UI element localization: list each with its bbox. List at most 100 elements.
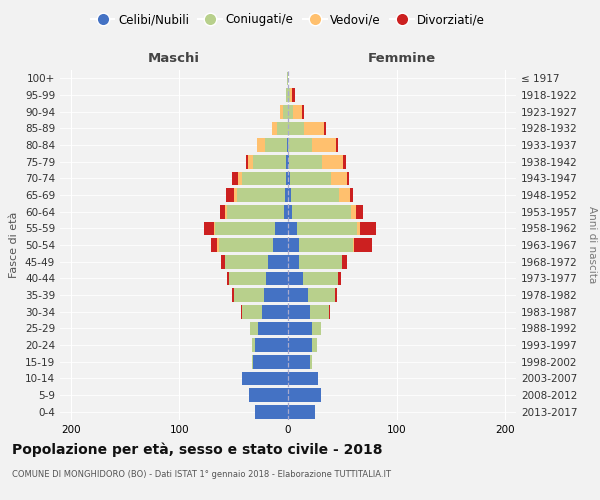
Bar xyxy=(253,155,286,168)
Bar xyxy=(217,238,218,252)
Bar xyxy=(285,188,288,202)
Bar xyxy=(338,272,341,285)
Bar xyxy=(245,155,248,168)
Y-axis label: Fasce di età: Fasce di età xyxy=(10,212,19,278)
Bar xyxy=(266,272,288,285)
Bar xyxy=(225,205,227,218)
Bar xyxy=(225,255,268,268)
Bar xyxy=(336,138,338,152)
Bar xyxy=(331,172,347,185)
Bar xyxy=(252,355,253,368)
Bar xyxy=(249,388,288,402)
Bar xyxy=(286,172,288,185)
Bar xyxy=(303,272,338,285)
Bar xyxy=(288,222,296,235)
Bar xyxy=(262,305,288,318)
Bar xyxy=(358,222,359,235)
Bar xyxy=(304,122,324,135)
Bar xyxy=(253,355,288,368)
Bar xyxy=(273,238,288,252)
Text: Popolazione per età, sesso e stato civile - 2018: Popolazione per età, sesso e stato civil… xyxy=(12,442,383,457)
Bar xyxy=(248,155,253,168)
Bar xyxy=(284,205,288,218)
Bar xyxy=(288,322,312,335)
Bar xyxy=(324,122,326,135)
Bar xyxy=(275,222,288,235)
Bar xyxy=(277,122,288,135)
Bar xyxy=(335,288,337,302)
Bar xyxy=(234,288,264,302)
Bar xyxy=(238,172,242,185)
Bar xyxy=(354,238,371,252)
Bar xyxy=(227,205,284,218)
Bar xyxy=(310,305,329,318)
Text: Femmine: Femmine xyxy=(368,52,436,65)
Bar xyxy=(265,138,287,152)
Bar xyxy=(288,155,289,168)
Bar xyxy=(288,138,312,152)
Bar xyxy=(288,272,303,285)
Legend: Celibi/Nubili, Coniugati/e, Vedovi/e, Divorziati/e: Celibi/Nubili, Coniugati/e, Vedovi/e, Di… xyxy=(86,8,490,31)
Bar xyxy=(356,205,363,218)
Bar xyxy=(288,105,293,118)
Bar xyxy=(264,288,288,302)
Bar xyxy=(288,305,310,318)
Bar xyxy=(242,305,262,318)
Bar xyxy=(234,188,237,202)
Bar xyxy=(312,322,320,335)
Bar xyxy=(241,305,242,318)
Bar xyxy=(350,188,353,202)
Bar xyxy=(268,255,288,268)
Bar xyxy=(343,155,346,168)
Bar xyxy=(312,338,317,352)
Bar xyxy=(290,172,331,185)
Bar xyxy=(299,238,353,252)
Bar xyxy=(211,238,217,252)
Bar xyxy=(232,288,234,302)
Bar xyxy=(220,205,225,218)
Bar xyxy=(288,405,315,418)
Bar xyxy=(288,122,304,135)
Bar xyxy=(288,205,292,218)
Bar xyxy=(339,188,350,202)
Text: COMUNE DI MONGHIDORO (BO) - Dati ISTAT 1° gennaio 2018 - Elaborazione TUTTITALIA: COMUNE DI MONGHIDORO (BO) - Dati ISTAT 1… xyxy=(12,470,391,479)
Bar xyxy=(288,372,319,385)
Bar xyxy=(353,238,354,252)
Bar xyxy=(288,88,290,102)
Bar xyxy=(242,372,288,385)
Bar xyxy=(215,222,275,235)
Bar xyxy=(302,105,304,118)
Bar xyxy=(286,155,288,168)
Bar xyxy=(226,188,234,202)
Bar xyxy=(310,355,312,368)
Bar xyxy=(272,122,277,135)
Bar xyxy=(289,155,322,168)
Bar xyxy=(205,222,214,235)
Bar xyxy=(293,105,302,118)
Bar xyxy=(292,88,295,102)
Bar xyxy=(257,322,288,335)
Bar xyxy=(308,288,335,302)
Bar xyxy=(257,138,265,152)
Bar xyxy=(347,172,349,185)
Bar xyxy=(218,238,273,252)
Bar xyxy=(342,255,347,268)
Bar xyxy=(221,255,225,268)
Bar xyxy=(214,222,215,235)
Bar xyxy=(287,72,288,85)
Bar xyxy=(288,238,299,252)
Bar xyxy=(242,172,286,185)
Bar xyxy=(288,338,312,352)
Bar xyxy=(256,338,288,352)
Bar xyxy=(288,255,299,268)
Bar xyxy=(299,255,342,268)
Bar xyxy=(280,105,283,118)
Bar xyxy=(227,272,229,285)
Bar xyxy=(329,305,331,318)
Bar xyxy=(288,388,320,402)
Bar xyxy=(287,138,288,152)
Bar xyxy=(288,288,308,302)
Bar xyxy=(252,338,256,352)
Text: Maschi: Maschi xyxy=(148,52,200,65)
Bar xyxy=(288,172,290,185)
